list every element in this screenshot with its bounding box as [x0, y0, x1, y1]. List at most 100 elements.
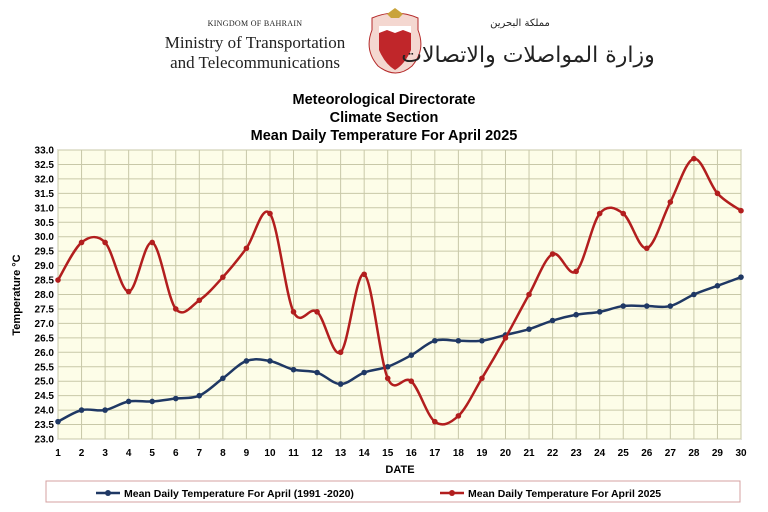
data-point [220, 375, 226, 382]
x-tick-label: 5 [149, 448, 155, 459]
data-point [526, 326, 532, 332]
data-point [337, 349, 344, 356]
x-tick-label: 22 [547, 448, 559, 459]
x-tick-label: 24 [594, 448, 606, 459]
y-tick-label: 29.5 [35, 247, 55, 258]
x-tick-label: 10 [264, 448, 276, 459]
legend-box [45, 480, 741, 503]
x-tick-label: 7 [197, 448, 203, 459]
legend-label: Mean Daily Temperature For April 2025 [468, 488, 661, 500]
data-point [455, 413, 462, 419]
bahrain-emblem-icon [368, 8, 422, 74]
header: KINGDOM OF BAHRAIN Ministry of Transport… [165, 8, 655, 74]
data-point [55, 277, 61, 283]
data-point [549, 317, 556, 324]
data-point [620, 303, 627, 309]
data-point [220, 274, 226, 280]
legend-swatch-marker [105, 490, 111, 496]
series-2 [55, 155, 744, 426]
x-tick-label: 1 [55, 448, 61, 459]
x-tick-label: 29 [712, 448, 724, 459]
y-tick-label: 24.0 [35, 406, 55, 417]
y-tick-label: 25.0 [35, 377, 55, 388]
x-tick-label: 19 [476, 448, 488, 459]
data-point [384, 363, 391, 370]
data-point [125, 288, 132, 295]
y-tick-label: 32.5 [35, 160, 55, 171]
ministry-name-arabic: وزارة المواصلات والاتصالات [401, 43, 654, 68]
x-tick-label: 20 [500, 448, 512, 459]
data-point [337, 381, 344, 387]
x-tick-label: 11 [288, 448, 299, 459]
data-point [643, 303, 650, 309]
y-tick-label: 23.0 [35, 435, 55, 446]
kingdom-label: KINGDOM OF BAHRAIN [208, 19, 303, 28]
y-tick-label: 33.0 [35, 146, 55, 157]
data-point [596, 210, 603, 217]
data-point [102, 407, 108, 413]
y-tick-label: 30.0 [35, 232, 55, 243]
x-axis-ticks: 1 2 3 4 5 6 7 8 9 10 11 12 13 14 15 16 17 18 19 20 21 22 23 24 2… [55, 448, 747, 459]
kingdom-label-arabic: مملكة البحرين [490, 18, 550, 29]
x-tick-label: 4 [126, 448, 132, 459]
y-tick-label: 25.5 [35, 362, 55, 373]
x-tick-label: 9 [244, 448, 250, 459]
data-point [314, 369, 320, 376]
y-tick-label: 28.0 [35, 290, 55, 301]
data-point [55, 418, 61, 425]
data-point [196, 392, 203, 399]
data-point [290, 366, 297, 373]
data-point [596, 309, 603, 315]
data-point [667, 303, 674, 309]
series [55, 155, 744, 426]
data-point [102, 239, 108, 246]
data-point [432, 337, 438, 344]
data-point [149, 239, 156, 246]
data-point [714, 283, 721, 289]
data-point [479, 375, 485, 382]
x-axis-label: DATE [385, 464, 414, 476]
x-tick-label: 6 [173, 448, 179, 459]
data-point [691, 291, 697, 298]
x-tick-label: 18 [453, 448, 465, 459]
y-tick-label: 24.5 [35, 391, 55, 402]
data-point [549, 251, 556, 257]
data-point [714, 190, 721, 197]
y-tick-label: 32.0 [35, 174, 55, 185]
y-tick-label: 23.5 [35, 420, 55, 431]
data-point [314, 309, 320, 315]
ministry-name-line2: and Telecommunications [170, 53, 340, 72]
x-tick-label: 23 [571, 448, 583, 459]
data-point [667, 199, 674, 205]
data-point [738, 207, 744, 214]
data-point [78, 407, 85, 413]
y-tick-label: 28.5 [35, 276, 55, 287]
chart-subtitle-2: Mean Daily Temperature For April 2025 [251, 128, 518, 144]
x-tick-label: 14 [359, 448, 371, 459]
data-point [502, 335, 509, 341]
data-point [267, 210, 273, 217]
data-point [196, 297, 203, 304]
data-point [125, 398, 132, 405]
data-point [432, 418, 438, 425]
x-tick-label: 27 [665, 448, 677, 459]
legend-swatch-marker [449, 490, 455, 496]
data-point [573, 268, 579, 275]
data-point [408, 378, 415, 385]
legend-label: Mean Daily Temperature For April (1991 -… [124, 488, 354, 500]
data-point [691, 155, 697, 162]
data-point [573, 311, 579, 318]
y-axis-label: Temperature °C [11, 254, 23, 335]
ministry-name-line1: Ministry of Transportation [165, 33, 346, 52]
data-point [408, 352, 415, 358]
y-tick-label: 26.5 [35, 333, 55, 344]
x-tick-label: 25 [618, 448, 630, 459]
grid [57, 149, 742, 440]
data-point [267, 358, 273, 364]
x-tick-label: 8 [220, 448, 226, 459]
x-tick-label: 26 [641, 448, 653, 459]
legend-item-2: Mean Daily Temperature For April 2025 [440, 488, 661, 500]
y-tick-label: 27.5 [35, 304, 55, 315]
